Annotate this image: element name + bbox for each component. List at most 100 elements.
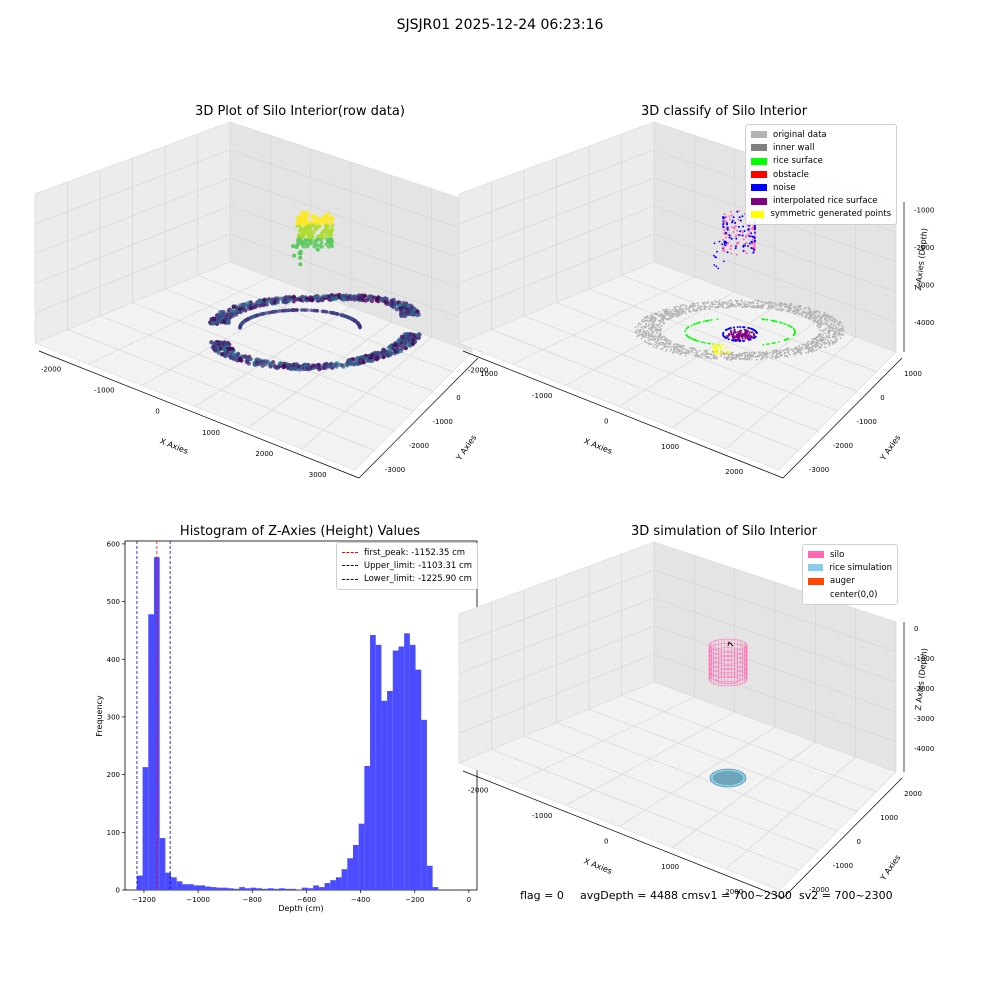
chart2-point (713, 351, 716, 354)
chart2-point (814, 315, 817, 318)
chart2-point (659, 338, 662, 341)
chart2-point (792, 353, 795, 355)
chart2-point (824, 322, 826, 324)
chart2-point (828, 329, 831, 332)
chart2-point (722, 301, 725, 303)
chart1-point (268, 364, 273, 369)
chart2-point (832, 317, 835, 320)
chart1-point (260, 363, 265, 368)
chart2-point (638, 329, 641, 332)
chart2-point (714, 256, 717, 258)
chart2-point (794, 310, 797, 313)
chart2-point (728, 334, 730, 337)
chart1-point (248, 357, 253, 362)
chart1-point (270, 297, 275, 302)
chart2-point (648, 324, 651, 327)
chart2-point (818, 346, 820, 349)
chart2-point (723, 250, 726, 253)
chart2-point (664, 337, 667, 339)
chart4-grid-left-b (458, 597, 655, 674)
chart2-point (806, 313, 809, 316)
chart1-point (291, 308, 295, 312)
chart1-point (238, 356, 243, 361)
chart2-point (680, 307, 683, 310)
chart2-point (659, 315, 662, 317)
chart4-legend-item: rice simulation (808, 561, 892, 574)
chart2-point (839, 337, 842, 339)
chart2-point (817, 335, 820, 337)
chart2-point (731, 357, 734, 360)
chart2-point (735, 245, 737, 248)
chart2-point (659, 322, 661, 324)
chart3-bar (375, 644, 382, 890)
chart2-point (657, 342, 659, 345)
chart2-point (651, 321, 654, 323)
chart1-point (320, 231, 325, 236)
chart2-legend-label: rice surface (773, 156, 823, 167)
chart1-point (228, 312, 233, 317)
chart2-point (766, 353, 769, 356)
chart2-point (739, 340, 742, 342)
chart2-point (685, 328, 687, 331)
chart2-point (818, 333, 820, 335)
chart1-point (275, 300, 280, 305)
chart2-point (663, 317, 666, 320)
chart2-point (804, 307, 807, 309)
chart3-histogram: −1200 −1000 −800 −600 −400 −200 0 0 100 200 300 400… (95, 540, 478, 913)
chart3-bar (432, 887, 439, 890)
chart2-point (837, 324, 840, 327)
chart4-x-tick: 1000 (661, 863, 679, 871)
chart1-point (322, 362, 327, 367)
chart2-point (808, 313, 811, 316)
chart2-point (751, 306, 754, 309)
chart2-point (842, 329, 845, 332)
chart4-grid-left-b (458, 653, 655, 734)
chart2-point (778, 304, 781, 306)
chart1-point (389, 351, 394, 356)
chart2-point (793, 333, 796, 336)
chart2-point (761, 304, 764, 307)
chart2-point (731, 333, 734, 336)
chart2-point (756, 305, 758, 307)
chart2-point (663, 336, 666, 338)
chart1-point (305, 363, 310, 368)
chart3-bar (307, 888, 314, 890)
chart2-point (760, 354, 763, 357)
chart2-point (779, 305, 782, 308)
chart1-grid-floor-b (88, 276, 271, 365)
chart2-point (642, 325, 644, 328)
chart2-point (706, 353, 708, 356)
chart2-point (752, 241, 755, 244)
chart2-point (823, 311, 826, 314)
chart2-point (729, 303, 732, 305)
chart1-y-tick: 1000 (480, 370, 498, 378)
chart1-point (329, 242, 334, 247)
chart2-point (801, 346, 803, 349)
chart2-point (732, 326, 735, 329)
chart2-grid-floor-b (512, 276, 695, 365)
chart2-grid-floor-b (618, 306, 776, 407)
chart2-point (722, 333, 724, 336)
chart1-point (261, 302, 266, 307)
chart2-point (742, 238, 745, 241)
chart2-point (815, 320, 817, 323)
chart2-point (791, 311, 794, 313)
chart2-point (708, 352, 710, 355)
chart2-point (748, 230, 751, 233)
status-flag: flag = 0 (520, 889, 564, 902)
chart3-x-tick: 0 (467, 896, 471, 904)
chart2-point (702, 353, 705, 356)
chart2-point (774, 302, 777, 305)
chart2-point (734, 222, 736, 224)
chart2-point (745, 305, 748, 308)
chart2-point (819, 319, 821, 321)
chart2-point (765, 357, 768, 359)
status-avg-depth: avgDepth = 4488 cmsv1 = 700~2300 (580, 889, 792, 902)
chart1-point (228, 346, 234, 351)
chart2-point (833, 331, 836, 334)
chart2-point (800, 352, 803, 354)
chart2-point (659, 332, 662, 335)
chart2-point (722, 260, 725, 263)
chart2-point (660, 313, 662, 316)
chart2-legend-swatch (751, 184, 767, 192)
